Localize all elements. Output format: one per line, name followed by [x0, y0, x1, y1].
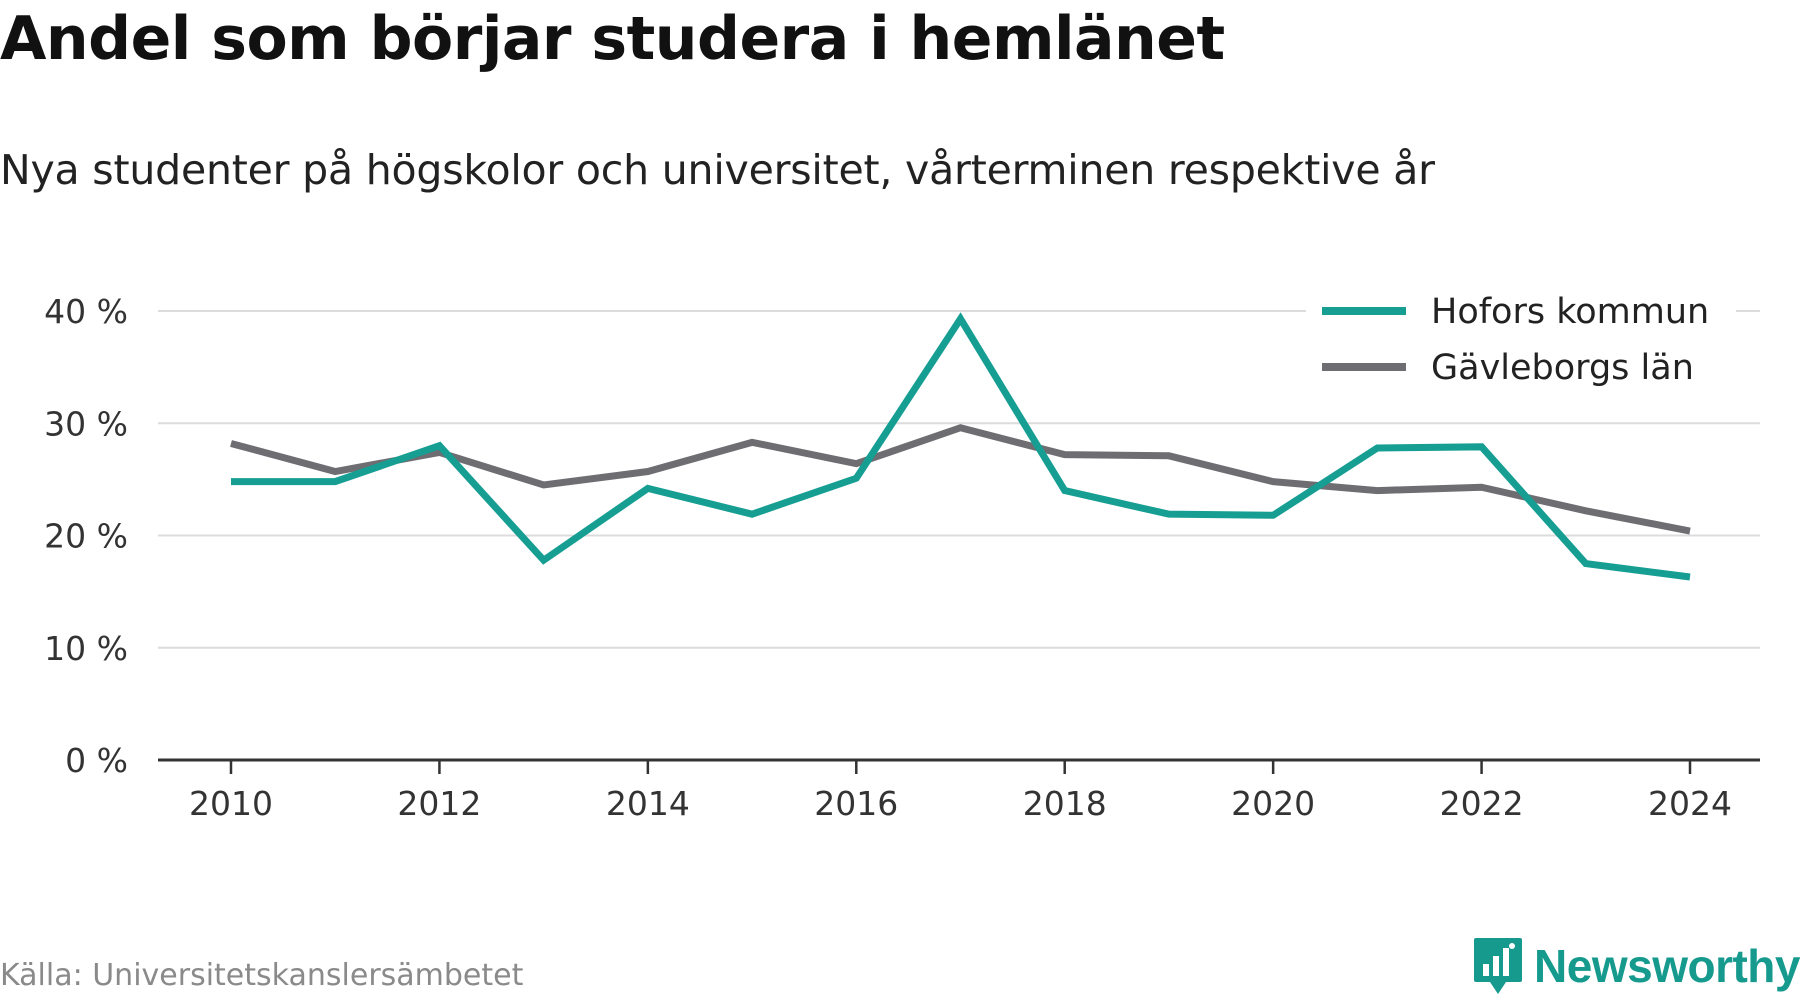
series-lines [230, 312, 1691, 581]
series-line-1 [230, 424, 1691, 535]
x-tick-label: 2016 [814, 784, 898, 823]
x-tick-label: 2020 [1231, 784, 1315, 823]
y-tick-label: 0 % [65, 741, 128, 780]
chart-subtitle: Nya studenter på högskolor och universit… [0, 146, 1435, 194]
y-tick-label: 10 % [44, 629, 128, 668]
chart-title: Andel som börjar studera i hemlänet [0, 4, 1225, 74]
newsworthy-logo-icon [1474, 938, 1523, 994]
source-note: Källa: Universitetskanslersämbetet [0, 958, 524, 993]
x-tick-label: 2012 [397, 784, 481, 823]
x-tick-label: 2018 [1023, 784, 1107, 823]
series-line-0 [231, 312, 1691, 581]
legend-background [1306, 281, 1736, 403]
x-tick-label: 2014 [606, 784, 690, 823]
y-tick-label: 20 % [44, 517, 128, 556]
x-axis: 2010 2012 2014 2016 2018 2020 2022 2024 [158, 758, 1760, 823]
legend-label: Hofors kommun [1431, 292, 1709, 332]
y-tick-label: 40 % [44, 292, 128, 331]
x-tick-label: 2024 [1648, 784, 1732, 823]
x-tick-label: 2010 [189, 784, 273, 823]
brand-name: Newsworthy [1534, 940, 1800, 992]
legend-label: Gävleborgs län [1431, 348, 1694, 388]
x-tick-label: 2022 [1440, 784, 1524, 823]
legend: Hofors kommun Gävleborgs län [1306, 281, 1736, 403]
brand-logo: Newsworthy [1472, 936, 1800, 996]
y-tick-label: 30 % [44, 404, 128, 443]
